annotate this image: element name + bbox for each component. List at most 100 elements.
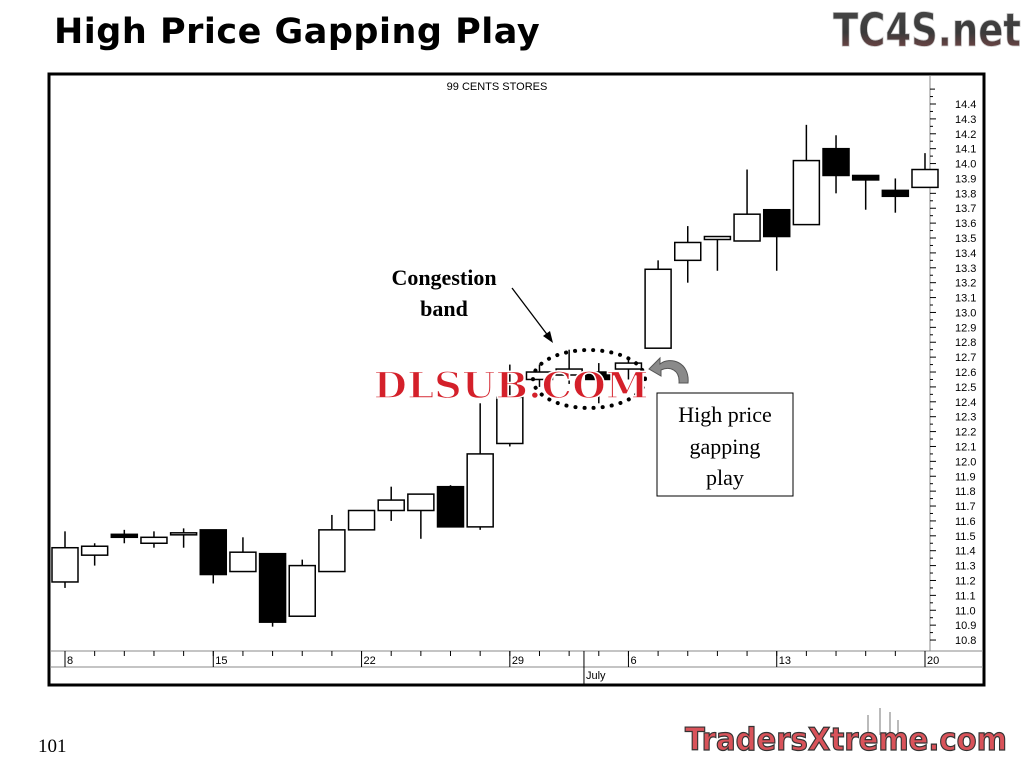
y-tick-label: 14.4 — [955, 99, 976, 111]
candle-body — [51, 546, 79, 583]
candle-body — [466, 453, 494, 528]
y-tick-label: 13.2 — [955, 278, 976, 290]
y-tick-label: 13.0 — [955, 307, 976, 319]
y-tick-label: 12.5 — [955, 382, 976, 394]
candle-body — [407, 493, 435, 512]
candle — [525, 364, 554, 387]
candle-body — [258, 552, 287, 623]
candle-body — [881, 189, 910, 198]
candle — [288, 559, 316, 617]
y-tick-label: 12.6 — [955, 367, 976, 379]
candle-body — [762, 208, 791, 238]
candle-body — [911, 168, 939, 189]
gap-label-2: gapping — [690, 434, 761, 459]
candle-body — [585, 371, 613, 381]
candle-body — [496, 396, 524, 445]
candle — [377, 486, 405, 521]
x-tick-label: 20 — [927, 655, 939, 667]
y-tick-label: 13.4 — [955, 248, 976, 260]
candle — [614, 357, 643, 380]
candle — [851, 174, 880, 210]
y-tick-label: 11.5 — [955, 531, 976, 543]
tc4s-logo: TC4S.net — [833, 3, 1021, 57]
candle — [703, 235, 732, 271]
candle-body — [110, 533, 139, 539]
candle-body — [733, 213, 761, 242]
chart-title: 99 CENTS STORES — [447, 81, 548, 93]
candle — [555, 349, 583, 384]
y-tick-label: 11.7 — [955, 501, 976, 513]
y-tick-label: 12.2 — [955, 427, 976, 439]
candle-body — [674, 241, 702, 262]
y-tick-label: 11.8 — [955, 486, 976, 498]
candle — [229, 537, 257, 573]
y-tick-label: 12.4 — [955, 397, 976, 409]
candle — [140, 531, 168, 548]
candle — [436, 485, 465, 528]
y-tick-label: 14.1 — [955, 144, 976, 156]
curved-arrow-icon — [648, 356, 689, 384]
candle-body — [555, 368, 583, 376]
y-tick-label: 11.2 — [955, 575, 976, 587]
candle — [674, 226, 702, 283]
x-tick-label: 22 — [364, 655, 376, 667]
candle — [762, 208, 791, 271]
candle-body — [140, 536, 168, 545]
candle-body — [377, 499, 405, 512]
y-tick-label: 14.2 — [955, 129, 976, 141]
candle-body — [703, 235, 732, 241]
candle-body — [614, 362, 643, 370]
candle — [881, 178, 910, 213]
y-tick-label: 12.7 — [955, 352, 976, 364]
y-tick-label: 13.9 — [955, 173, 976, 185]
candle — [911, 153, 939, 189]
candle-body — [347, 509, 376, 531]
y-tick-label: 13.5 — [955, 233, 976, 245]
y-tick-label: 12.3 — [955, 412, 976, 424]
dlsub-watermark: DLSUB.COM — [374, 365, 649, 407]
y-tick-label: 11.0 — [955, 605, 976, 617]
candle — [318, 514, 346, 573]
candle — [822, 135, 850, 194]
gap-label-3: play — [706, 465, 744, 490]
candle — [169, 528, 198, 548]
candle — [644, 260, 672, 349]
candle — [51, 531, 79, 588]
candle — [407, 493, 435, 539]
y-tick-label: 11.4 — [955, 546, 976, 558]
congestion-label-1: Congestion — [391, 265, 496, 290]
y-tick-label: 14.3 — [955, 114, 976, 126]
candle — [792, 124, 821, 226]
candle-body — [644, 268, 672, 349]
y-tick-label: 13.7 — [955, 203, 976, 215]
candle — [258, 552, 287, 627]
candle-body — [199, 529, 228, 576]
y-tick-label: 10.8 — [955, 635, 976, 647]
y-tick-label: 11.9 — [955, 471, 976, 483]
candle-body — [525, 371, 554, 381]
y-tick-label: 12.0 — [955, 456, 976, 468]
slide-title: High Price Gapping Play — [54, 12, 541, 52]
y-tick-label: 13.1 — [955, 293, 976, 305]
candle — [80, 543, 109, 566]
y-tick-label: 13.6 — [955, 218, 976, 230]
x-month-label: July — [586, 670, 606, 682]
candle-body — [792, 159, 821, 226]
svg-text:TradersXtreme.com: TradersXtreme.com — [685, 722, 1007, 758]
congestion-ellipse — [531, 348, 647, 410]
gap-label-1: High price — [678, 402, 771, 427]
y-tick-label: 13.3 — [955, 263, 976, 275]
congestion-arrow — [511, 287, 553, 343]
candle — [733, 169, 761, 242]
x-tick-label: 8 — [67, 655, 73, 667]
candle-body — [851, 174, 880, 181]
y-tick-label: 11.1 — [955, 590, 976, 602]
candle-body — [229, 551, 257, 573]
congestion-label-2: band — [420, 296, 468, 321]
y-tick-label: 11.3 — [955, 561, 976, 573]
candle — [110, 529, 139, 544]
y-tick-label: 14.0 — [955, 159, 976, 171]
candle-body — [80, 545, 109, 556]
x-tick-label: 15 — [215, 655, 227, 667]
page-number: 101 — [38, 736, 67, 757]
